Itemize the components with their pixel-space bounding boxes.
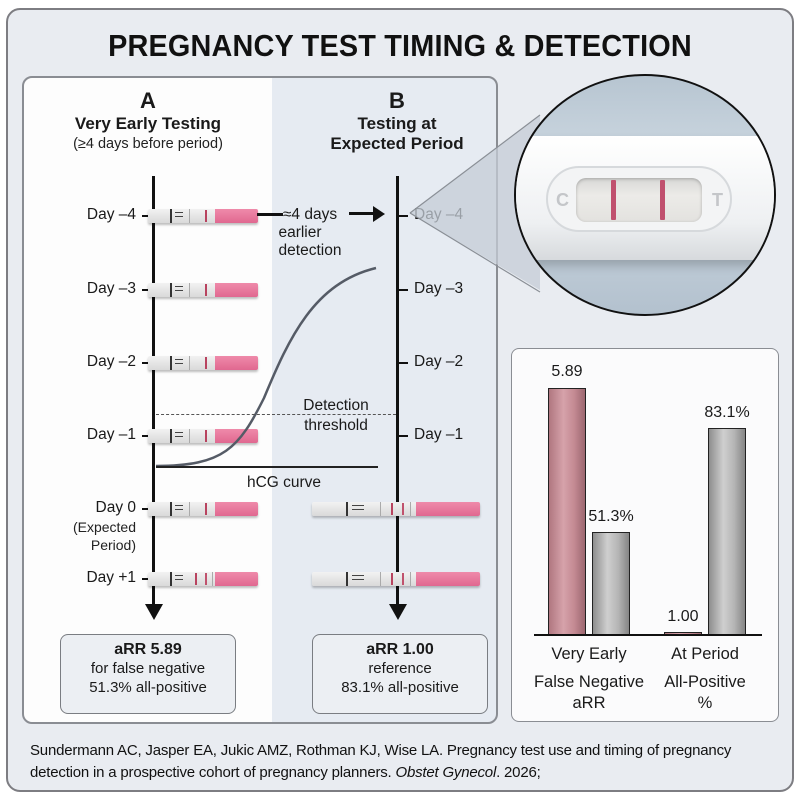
bar-at-period-allpositive [708,428,746,636]
test-line [660,180,665,220]
pregnancy-test-device: C T [516,136,774,260]
arrow-down-icon [389,604,407,620]
value-label: 83.1% [704,404,750,421]
detection-threshold-label: Detection threshold [303,397,369,434]
test-strip-day-0 [148,502,258,516]
test-strip-b-day-0 [312,502,480,516]
test-strip-day-plus-1 [148,572,258,586]
chart-x-axis [534,634,762,636]
control-letter: C [556,190,569,210]
arrow-right-icon [349,212,375,215]
panel-a-note: (≥4 days before period) [73,136,223,152]
summary-b-line3: 83.1% all-positive [341,679,459,696]
metric-label: All-Positive % [664,673,746,712]
hcg-curve-label: hCG curve [246,474,322,491]
test-strip-day-minus-1 [148,429,258,443]
value-label: 51.3% [588,508,634,525]
bar-very-early-allpositive [592,532,630,636]
earlier-detection-label: ≈4 days earlier detection [278,206,342,259]
tick [396,289,408,291]
timeline-axis-a [152,176,155,608]
panel-a-letter: A [140,88,156,113]
value-label: 5.89 [551,363,583,380]
metric-label: False Negative aRR [533,673,645,712]
tick [396,215,408,217]
test-strip-b-day-plus-1 [312,572,480,586]
category-label: At Period [671,645,739,663]
panel-b-letter: B [389,88,405,113]
arrow-down-icon [145,604,163,620]
bar-chart: 5.89 51.3% 1.00 83.1% Very Early At Peri… [511,348,779,722]
test-strip-day-minus-4 [148,209,258,223]
citation: Sundermann AC, Jasper EA, Jukic AMZ, Rot… [30,742,732,781]
connector-line [257,213,283,216]
panel-a-header: A Very Early Testing (≥4 days before per… [24,88,272,152]
control-line [611,180,616,220]
tick [396,362,408,364]
expected-period-note: (Expected Period) [72,519,136,553]
summary-a-line2: for false negative [90,660,206,677]
summary-b-line2: reference [368,660,432,677]
magnified-test-view: C T [514,74,776,316]
day-label-a: Day –3 [86,280,136,297]
day-label-a: Day 0 [95,499,137,516]
test-letter: T [712,190,723,210]
day-label-b: Day –2 [414,353,464,370]
timeline-panel: A Very Early Testing (≥4 days before per… [22,76,498,724]
summary-a-headline: aRR 5.89 [114,641,182,658]
timeline-axis-b [396,176,399,608]
figure-title: PREGNANCY TEST TIMING & DETECTION [108,28,692,63]
tick [396,435,408,437]
hcg-baseline [156,466,378,468]
arrow-right-icon [373,206,385,222]
result-window: C T [546,166,732,232]
category-label: Very Early [551,645,627,663]
summary-a-line3: 51.3% all-positive [89,679,207,696]
day-label-a: Day +1 [86,569,136,586]
test-strip-day-minus-3 [148,283,258,297]
summary-b-headline: aRR 1.00 [366,641,434,658]
test-strip-day-minus-2 [148,356,258,370]
day-label-a: Day –4 [86,206,136,223]
summary-panel-a: aRR 5.89 for false negative 51.3% all-po… [60,634,236,714]
day-label-b: Day –1 [414,426,464,443]
panel-a-heading: Very Early Testing [74,114,222,133]
day-label-a: Day –2 [86,353,136,370]
value-label: 1.00 [667,608,699,625]
day-label-a: Day –1 [86,426,136,443]
bar-very-early-aRR [548,388,586,636]
hcg-curve [155,266,377,468]
detection-threshold-line [156,414,396,415]
summary-panel-b: aRR 1.00 reference 83.1% all-positive [312,634,488,714]
